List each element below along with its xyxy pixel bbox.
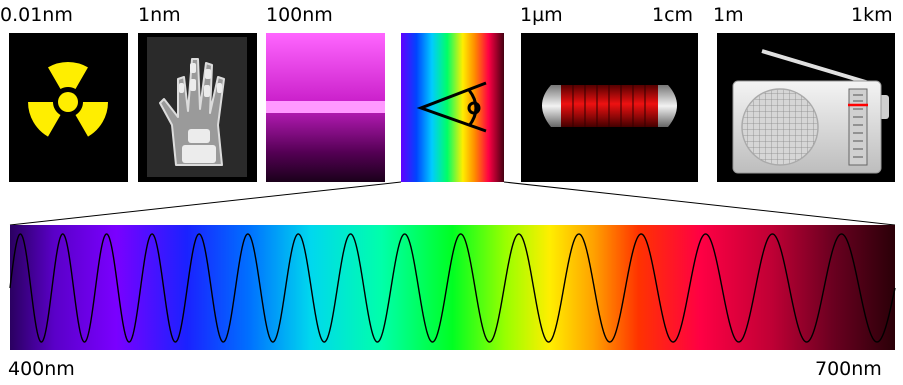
wavelength-wave (9, 233, 896, 343)
label-xray-wavelength: 1nm (138, 4, 181, 26)
label-radio-start: 1m (713, 4, 744, 26)
zoom-connector-right (503, 181, 896, 226)
radiation-trefoil-icon (28, 62, 108, 137)
label-radio-end: 1km (851, 4, 893, 26)
label-700nm: 700nm (815, 358, 882, 380)
label-uv-wavelength: 100nm (266, 4, 333, 26)
xray-panel (138, 33, 257, 182)
infrared-panel (521, 33, 698, 182)
label-infrared-end: 1cm (652, 4, 694, 26)
visible-spectrum-band (10, 225, 895, 350)
uv-glow-icon (266, 33, 385, 182)
hand-xray-icon (147, 37, 247, 177)
zoom-connector-left (9, 181, 402, 226)
heater-element-icon (542, 85, 677, 127)
gamma-ray-panel (9, 33, 128, 182)
eye-icon (401, 33, 504, 182)
radio-receiver-icon (732, 49, 889, 174)
visible-light-panel (401, 33, 504, 182)
label-infrared-start: 1µm (520, 4, 563, 26)
radio-panel (717, 33, 895, 182)
label-400nm: 400nm (8, 358, 75, 380)
label-gamma-wavelength: 0.01nm (0, 4, 73, 26)
uv-panel (266, 33, 385, 182)
